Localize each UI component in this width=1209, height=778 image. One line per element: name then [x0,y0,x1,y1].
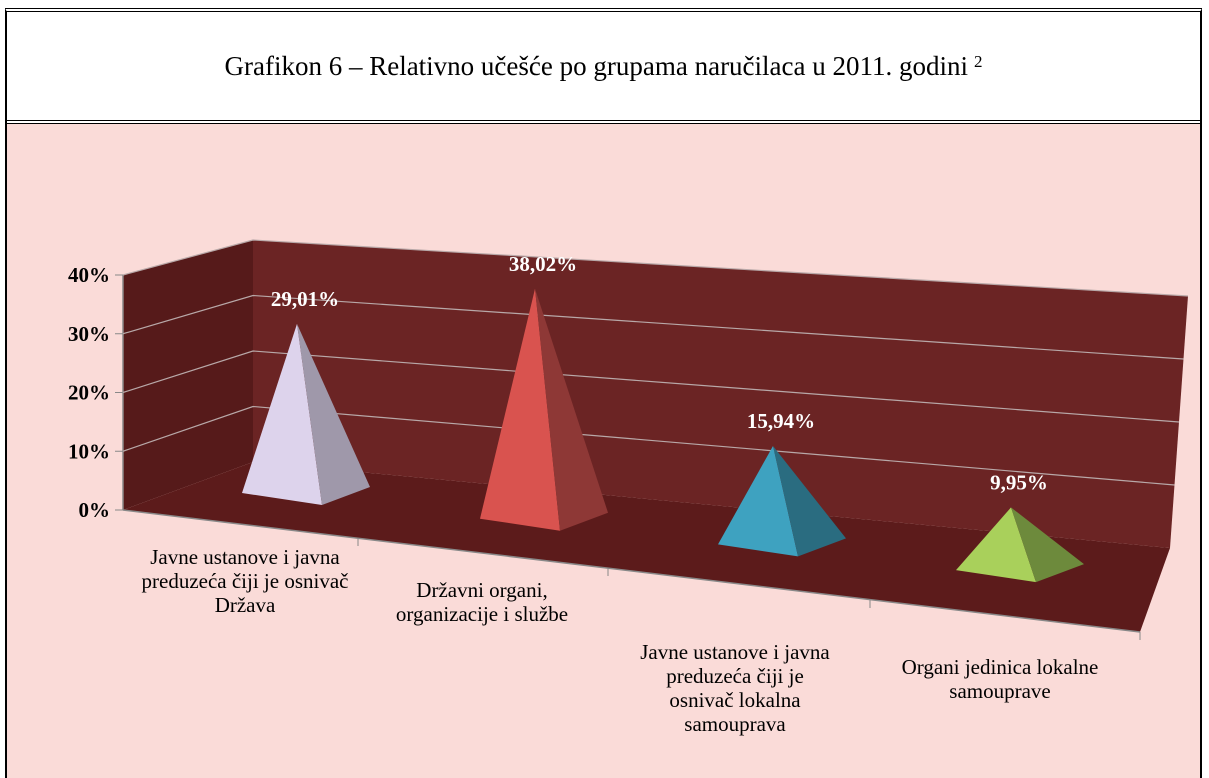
value-label: 9,95% [990,470,1048,494]
pyramid-face [718,445,798,557]
side-wall [123,240,253,510]
y-tick-label: 40% [68,263,110,287]
grid-line [122,405,1175,486]
title-box: Grafikon 6 – Relativno učešće po grupama… [7,12,1200,124]
title-note: 2 [974,52,983,71]
y-tick-label: 10% [68,439,110,463]
grid-line [122,294,1184,360]
pyramid-face [535,288,608,531]
pyramid-face [1011,507,1084,583]
value-label: 29,01% [271,287,339,311]
x-tick-label: Javne ustanove i javna preduzeća čiji je… [141,545,349,617]
x-tick-label: Organi jedinica lokalne samouprave [901,655,1099,703]
y-tick-label: 20% [68,381,110,405]
grid-line [122,350,1180,423]
back-wall [253,240,1188,548]
chart-title: Grafikon 6 – Relativno učešće po grupama… [224,50,968,81]
y-tick-label: 0% [79,498,111,522]
grid-line [122,239,1189,297]
x-tick-label: Državni organi, organizacije i službe [395,578,569,626]
floor [123,462,1170,632]
x-axis [122,509,1141,633]
pyramid-face [956,507,1036,583]
pyramid-face [297,323,370,505]
pyramid-face [242,323,322,505]
value-label: 15,94% [747,409,815,433]
pyramid-face [480,288,560,531]
pyramid-face [773,445,846,557]
x-tick-label: Javne ustanove i javna preduzeća čiji je… [640,640,830,736]
value-label: 38,02% [509,252,577,276]
y-tick-label: 30% [68,322,110,346]
